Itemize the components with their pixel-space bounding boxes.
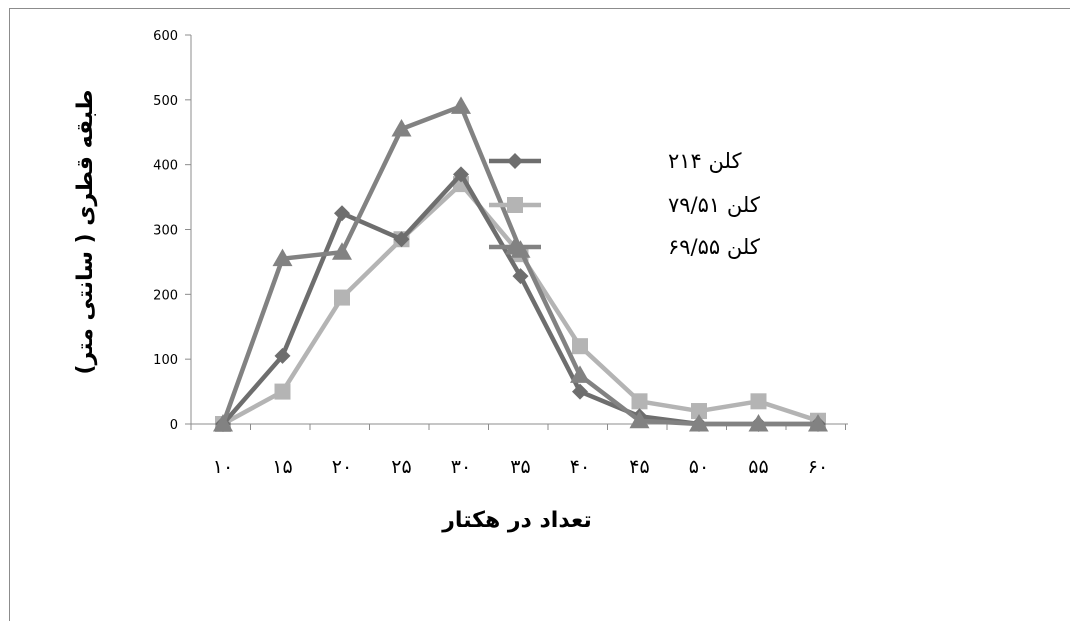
data-point-triangle	[808, 414, 828, 432]
x-tick-label: ۴۵	[629, 456, 649, 478]
legend-entry: کلن ۲۱۴	[489, 149, 741, 173]
x-tick-label: ۳۵	[510, 456, 530, 478]
y-tick-label: 200	[153, 288, 178, 303]
y-tick-label: 400	[153, 159, 178, 174]
legend: کلن ۲۱۴ کلن ۷۹/۵۱ کلن ۶۹/۵۵	[489, 149, 760, 259]
data-point-triangle	[213, 414, 233, 432]
data-point-diamond	[572, 383, 588, 400]
data-point-triangle	[748, 414, 769, 432]
x-tick-label: ۱۵	[272, 456, 292, 478]
data-point-square	[691, 403, 707, 420]
x-tick-label: ۶۰	[808, 456, 828, 478]
y-tick-label: 600	[153, 29, 178, 44]
x-tick-label: ۳۰	[451, 456, 471, 478]
data-point-triangle	[332, 242, 352, 260]
data-point-triangle	[272, 248, 293, 267]
data-point-diamond	[334, 205, 350, 222]
data-point-triangle	[391, 119, 412, 137]
data-point-triangle	[570, 365, 590, 383]
series-line-square	[221, 181, 819, 426]
x-tick-label: ۵۰	[689, 456, 709, 478]
data-point-diamond	[453, 166, 469, 183]
x-tick-label: ۲۵	[391, 456, 411, 478]
data-point-square	[631, 393, 648, 410]
legend-label: کلن ۷۹/۵۱	[668, 193, 760, 217]
data-point-triangle	[689, 414, 709, 432]
data-point-square	[750, 393, 767, 410]
legend-marker-diamond	[507, 153, 523, 169]
x-tick-label: ۴۰	[570, 456, 590, 478]
y-tick-label: 0	[170, 418, 178, 433]
data-point-triangle	[451, 96, 471, 114]
legend-marker-square	[507, 197, 523, 213]
data-point-square	[572, 338, 588, 355]
legend-entry: کلن ۷۹/۵۱	[489, 193, 760, 217]
data-point-triangle	[629, 410, 650, 429]
data-point-diamond	[393, 231, 410, 248]
x-tick-label: ۲۰	[332, 456, 352, 478]
data-point-diamond	[512, 268, 529, 285]
x-tick-label: ۵۵	[748, 456, 768, 478]
legend-entry: کلن ۶۹/۵۵	[489, 235, 760, 259]
chart-frame	[9, 8, 1070, 621]
data-point-square	[274, 383, 291, 400]
legend-label: کلن ۲۱۴	[668, 149, 741, 173]
legend-marker-triangle	[505, 237, 525, 255]
data-point-diamond	[274, 347, 291, 364]
data-point-square	[334, 289, 350, 306]
axes: 0 100 200 300 400 500 600 ۱۰ ۱۵ ۲۰ ۲۵ ۳۰ ۳۵ ۴۰ ۴۵ ۵۰ ۵۵ ۶…	[153, 29, 848, 478]
x-axis-title: تعداد در هکتار	[441, 508, 591, 533]
x-tick-label: ۱۰	[213, 456, 233, 478]
y-tick-label: 300	[153, 224, 178, 239]
legend-label: کلن ۶۹/۵۵	[668, 235, 760, 259]
y-axis-title: طبقه قطری ( سانتی متر)	[73, 90, 98, 375]
y-tick-label: 500	[153, 94, 178, 109]
series-layer	[213, 96, 828, 432]
series-triangle	[213, 96, 828, 432]
y-tick-label: 100	[153, 353, 178, 368]
